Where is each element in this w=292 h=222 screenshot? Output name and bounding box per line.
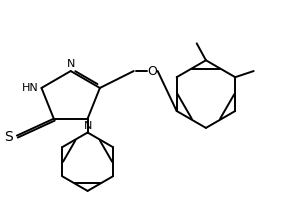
- Text: N: N: [67, 59, 75, 69]
- Text: O: O: [147, 65, 157, 77]
- Text: N: N: [84, 121, 92, 131]
- Text: S: S: [4, 130, 13, 144]
- Text: HN: HN: [22, 83, 39, 93]
